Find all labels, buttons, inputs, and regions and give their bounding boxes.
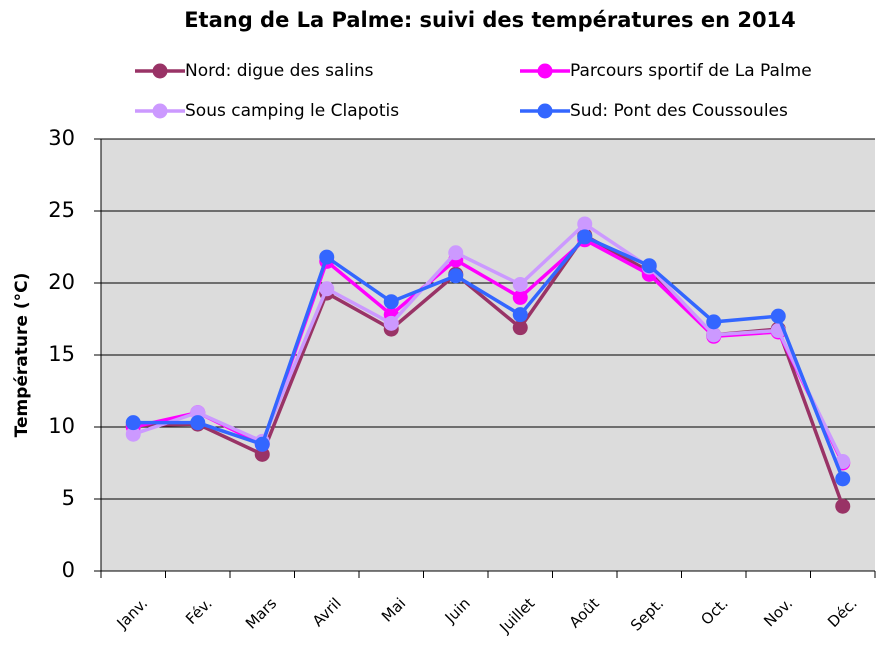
data-point — [512, 289, 528, 305]
series-line — [132, 221, 845, 463]
data-point — [706, 314, 722, 330]
legend-marker — [152, 63, 168, 79]
x-tick-label: Fév. — [182, 594, 216, 628]
y-tick-label: 0 — [62, 558, 75, 582]
data-point — [448, 245, 464, 261]
data-point — [383, 294, 399, 310]
y-tick-label: 20 — [48, 270, 75, 294]
chart-title: Etang de La Palme: suivi des température… — [184, 8, 796, 32]
y-tick-label: 15 — [48, 342, 75, 366]
series-line — [133, 234, 845, 480]
legend-label: Parcours sportif de La Palme — [570, 61, 812, 81]
x-tick-label: Août — [566, 594, 603, 631]
y-axis-label: Température (°C) — [12, 273, 32, 438]
data-point — [641, 258, 657, 274]
data-point — [706, 327, 722, 343]
data-point — [512, 307, 528, 323]
legend-marker — [537, 103, 553, 119]
legend-label: Sous camping le Clapotis — [185, 101, 399, 121]
data-point — [835, 471, 851, 487]
legend-label: Sud: Pont des Coussoules — [570, 101, 788, 121]
data-point — [319, 281, 335, 297]
x-tick-label: Janv. — [113, 594, 152, 633]
data-point — [190, 415, 206, 431]
x-tick-label: Oct. — [697, 594, 731, 628]
data-point — [512, 320, 528, 336]
y-tick-label: 25 — [48, 198, 75, 222]
x-tick-label: Avril — [309, 594, 345, 630]
legend-label: Nord: digue des salins — [185, 61, 374, 81]
x-tick-label: Nov. — [760, 594, 796, 630]
x-tick-label: Mars — [242, 594, 280, 632]
data-point — [319, 249, 335, 265]
data-point — [770, 308, 786, 324]
data-point — [254, 436, 270, 452]
data-point — [577, 216, 593, 232]
data-point — [512, 276, 528, 292]
data-point — [835, 498, 851, 514]
legend-marker — [537, 63, 553, 79]
data-point — [577, 229, 593, 245]
x-tick-label: Sept. — [627, 594, 667, 634]
data-point — [383, 315, 399, 331]
legend-marker — [152, 103, 168, 119]
y-tick-label: 30 — [48, 126, 75, 150]
data-point — [125, 426, 141, 442]
x-tick-label: Juin — [441, 594, 474, 627]
data-point — [448, 268, 464, 284]
data-point — [125, 415, 141, 431]
x-tick-label: Juillet — [495, 594, 538, 637]
x-tick-label: Déc. — [824, 594, 861, 631]
y-tick-label: 5 — [62, 486, 75, 510]
y-tick-label: 10 — [48, 414, 75, 438]
x-tick-label: Mai — [378, 594, 409, 625]
